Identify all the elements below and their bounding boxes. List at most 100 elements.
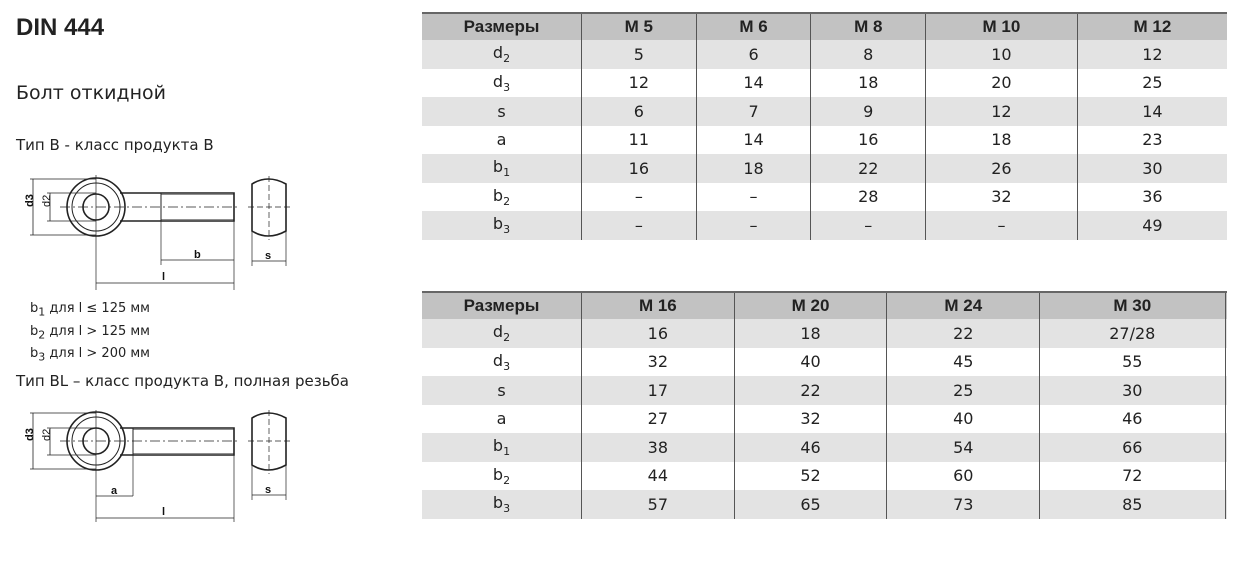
table-row: b2 44 52 60 72 (422, 461, 1227, 490)
table-cell: 27 (581, 404, 735, 433)
table-row: d2 5 6 8 10 12 (422, 40, 1227, 69)
table-cell: 49 (1076, 211, 1227, 240)
table-cell: 12 (925, 97, 1078, 126)
table-row: b1 16 18 22 26 30 (422, 154, 1227, 183)
table-cell: 5 (581, 40, 697, 69)
table-cell: 14 (1076, 97, 1227, 126)
table-cell: 36 (1076, 182, 1227, 211)
table-cell: 52 (733, 461, 887, 490)
dimensions-table-m16-m30: Размеры M 16 M 20 M 24 M 30 d2 16 18 22 27/28 d3 32… (422, 291, 1227, 519)
label-d3: d3 (24, 194, 36, 207)
table-cell: – (581, 182, 697, 211)
table-cell: 22 (886, 319, 1040, 348)
table-cell: 25 (1076, 68, 1227, 97)
column-header-size: M 16 (581, 292, 735, 319)
column-header-size: M 10 (925, 13, 1078, 40)
table-cell: 11 (581, 125, 697, 154)
note-b2: b2 для l > 125 мм (30, 323, 150, 342)
bolt-drawings: d3 d2 b l s d3 d2 a l s (24, 175, 290, 522)
dimension-label: d2 (422, 40, 582, 69)
table-cell (1224, 461, 1227, 490)
drawing-type-b: d3 d2 b l s (24, 175, 290, 290)
table-cell: 85 (1039, 490, 1226, 519)
header-row: Размеры M 16 M 20 M 24 M 30 (422, 292, 1227, 319)
table-cell: 12 (581, 68, 697, 97)
label-a: a (111, 485, 118, 497)
table-row: s 17 22 25 30 (422, 376, 1227, 405)
column-header-size: M 24 (886, 292, 1040, 319)
table-row: b1 38 46 54 66 (422, 433, 1227, 462)
table-cell: 38 (581, 433, 735, 462)
table-row: d3 12 14 18 20 25 (422, 68, 1227, 97)
column-header-size: M 6 (695, 13, 811, 40)
dimension-label: b1 (422, 154, 582, 183)
table-cell: 28 (810, 182, 926, 211)
page-title: DIN 444 (16, 14, 105, 41)
table-cell: 10 (925, 40, 1078, 69)
label-d2: d2 (41, 195, 53, 207)
dimension-label: s (422, 376, 582, 405)
table-row: b3– – – –49 (422, 211, 1227, 240)
table-cell: 17 (581, 376, 735, 405)
table-cell: 46 (733, 433, 887, 462)
label-l: l (162, 271, 165, 283)
table-cell: 45 (886, 347, 1040, 376)
table-cell: 30 (1076, 154, 1227, 183)
table-cell: 16 (581, 319, 735, 348)
table-cell: 16 (581, 154, 697, 183)
table-cell: 44 (581, 461, 735, 490)
dimension-label: a (422, 125, 582, 154)
table-cell: 57 (581, 490, 735, 519)
table-row: a 11 14 16 18 23 (422, 125, 1227, 154)
note-b3: b3 для l > 200 мм (30, 346, 150, 364)
drawing-type-bl: d3 d2 a l s (24, 410, 290, 522)
dimension-label: b1 (422, 433, 582, 462)
dimension-label: b2 (422, 461, 582, 490)
table-cell (1224, 319, 1227, 348)
note-b1: b1 для l ≤ 125 мм (30, 301, 150, 319)
table-cell (1224, 347, 1227, 376)
table-cell (1224, 376, 1227, 405)
table-cell: 12 (1076, 40, 1227, 69)
table-cell: 25 (886, 376, 1040, 405)
table-cell: 6 (695, 40, 811, 69)
table-cell: 18 (733, 319, 887, 348)
table-cell: – (925, 211, 1078, 240)
table-row: b3 57 65 73 85 (422, 490, 1227, 519)
table-cell: – (695, 211, 811, 240)
table-cell: 46 (1039, 404, 1226, 433)
type-bl-heading: Тип BL – класс продукта B, полная резьба (16, 372, 349, 390)
dimension-label: a (422, 404, 582, 433)
dimension-label: d2 (422, 319, 582, 348)
subtitle: Болт откидной (16, 82, 166, 104)
thread-length-notes: b1 для l ≤ 125 мм b2 для l > 125 мм b3 для… (30, 299, 150, 367)
label-s: s (265, 250, 271, 262)
table-cell: 18 (810, 68, 926, 97)
table-cell (1224, 433, 1227, 462)
table-cell: 16 (810, 125, 926, 154)
table-cell (1224, 490, 1227, 519)
table-cell: 8 (810, 40, 926, 69)
table-cell: 30 (1039, 376, 1226, 405)
dimension-label: d3 (422, 68, 582, 97)
column-header-size (1224, 292, 1227, 319)
table-cell: 22 (733, 376, 887, 405)
dimension-label: d3 (422, 347, 582, 376)
table-row: s 6 7 9 12 14 (422, 97, 1227, 126)
type-b-heading: Тип B - класс продукта B (16, 136, 214, 154)
table-cell: 66 (1039, 433, 1226, 462)
label-d2: d2 (41, 429, 53, 441)
dimension-label: b3 (422, 211, 582, 240)
table-cell: 18 (695, 154, 811, 183)
column-header-size: M 12 (1076, 13, 1227, 40)
label-s: s (265, 484, 271, 496)
table-cell: 27/28 (1039, 319, 1226, 348)
table-cell: 60 (886, 461, 1040, 490)
column-header-dimensions: Размеры (422, 13, 582, 40)
table-row: a 27 32 40 46 (422, 404, 1227, 433)
table-cell: – (695, 182, 811, 211)
table-cell: 20 (925, 68, 1078, 97)
table-cell: 23 (1076, 125, 1227, 154)
